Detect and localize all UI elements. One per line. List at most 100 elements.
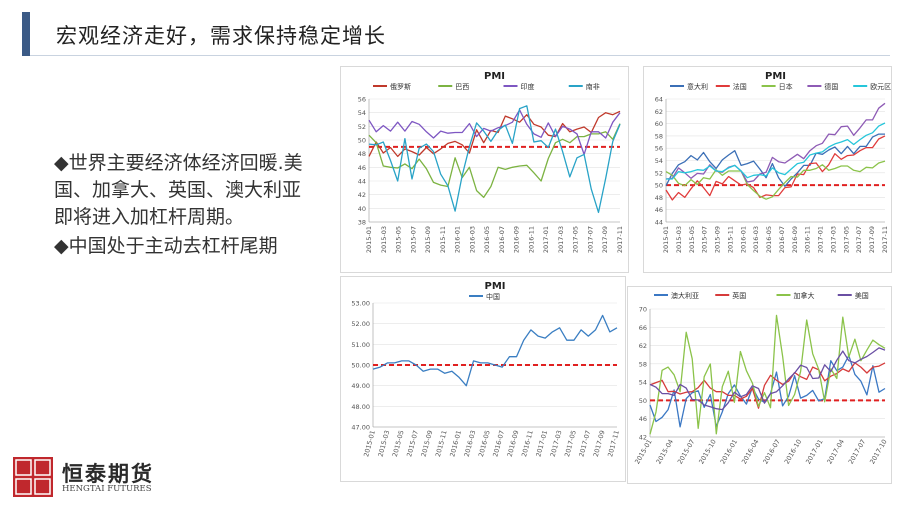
series-line-巴西 xyxy=(368,123,621,199)
x-tick-label: 2016-07 xyxy=(778,226,786,253)
legend-label: 美国 xyxy=(855,291,869,300)
y-tick-label: 58 xyxy=(639,360,647,368)
legend-label: 意大利 xyxy=(687,82,708,91)
chart-title: PMI xyxy=(484,281,505,292)
series-line-欧元区 xyxy=(666,122,886,180)
x-tick-label: 2017-09 xyxy=(868,226,876,253)
x-tick-label: 2015-07 xyxy=(405,429,420,457)
y-tick-label: 44 xyxy=(655,219,663,227)
x-tick-label: 2015-05 xyxy=(688,226,696,253)
y-tick-label: 70 xyxy=(639,306,647,314)
x-tick-label: 2017-01 xyxy=(542,226,550,253)
y-tick-label: 48.00 xyxy=(351,403,370,411)
chart-title: PMI xyxy=(484,71,505,82)
y-tick-label: 46 xyxy=(358,164,366,172)
x-tick-label: 2015-09 xyxy=(424,226,432,253)
x-tick-label: 2015-01 xyxy=(662,226,670,253)
y-tick-label: 50 xyxy=(358,137,366,145)
x-tick-label: 2017-01 xyxy=(804,438,825,466)
x-tick-label: 2016-07 xyxy=(491,429,506,457)
legend-label: 中国 xyxy=(486,292,500,301)
chart-panel-europe-japan-pmi: PMI 意大利 法国 日本 德国 欧元区 44 46 48 50 52 54 56 58 60 62 64 201… xyxy=(643,66,892,273)
emerging-markets-pmi-chart: PMI 俄罗斯 巴西 印度 南非 38 40 42 44 46 48 50 52 54 56 2015-01 2… xyxy=(358,71,624,253)
legend-label: 欧元区 xyxy=(870,82,891,91)
x-tick-label: 2016-01 xyxy=(719,438,740,466)
series-line-南非 xyxy=(368,105,621,214)
x-tick-label: 2016-01 xyxy=(454,226,462,253)
x-tick-label: 2015-03 xyxy=(380,226,388,253)
x-tick-label: 2017-05 xyxy=(563,429,578,457)
y-tick-label: 50 xyxy=(655,182,663,190)
x-tick-label: 2017-10 xyxy=(868,438,889,466)
y-tick-label: 44 xyxy=(358,178,366,186)
y-tick-label: 62 xyxy=(655,108,663,116)
logo-english-name: HENGTAI FUTURES xyxy=(62,484,152,494)
title-divider xyxy=(30,55,890,56)
y-tick-label: 64 xyxy=(655,96,663,104)
y-tick-label: 48 xyxy=(358,150,366,158)
x-tick-label: 2017-09 xyxy=(592,429,607,457)
y-tick-label: 52 xyxy=(655,169,663,177)
x-tick-label: 2016-05 xyxy=(765,226,773,253)
slide-title: 宏观经济走好，需求保持稳定增长 xyxy=(56,24,386,48)
y-tick-label: 48 xyxy=(655,194,663,202)
legend-label: 法国 xyxy=(733,82,747,91)
y-tick-label: 56 xyxy=(655,145,663,153)
x-tick-label: 2017-11 xyxy=(881,226,889,253)
x-tick-label: 2016-03 xyxy=(463,429,478,457)
y-tick-label: 46 xyxy=(655,206,663,214)
bullet-list: ◆世界主要经济体经济回暖.美国、加拿大、英国、澳大利亚即将进入加杠杆周期。 ◆中… xyxy=(54,150,314,262)
title-accent-bar xyxy=(22,12,30,56)
logo-chinese-name: 恒泰期货 xyxy=(62,462,154,486)
y-tick-label: 51.00 xyxy=(351,341,370,349)
x-tick-label: 2015-11 xyxy=(726,226,734,253)
chart-panel-emerging-pmi: PMI 俄罗斯 巴西 印度 南非 38 40 42 44 46 48 50 52 54 56 2015-01 2… xyxy=(340,66,629,273)
legend-label: 南非 xyxy=(586,82,600,91)
x-tick-label: 2016-09 xyxy=(506,429,521,457)
x-tick-label: 2017-07 xyxy=(847,438,868,466)
x-tick-label: 2017-07 xyxy=(586,226,594,253)
x-tick-label: 2016-11 xyxy=(804,226,812,253)
x-tick-label: 2015-01 xyxy=(365,226,373,253)
x-tick-label: 2017-11 xyxy=(616,226,624,253)
x-tick-label: 2017-03 xyxy=(829,226,837,253)
chart-title: PMI xyxy=(765,71,786,82)
x-tick-label: 2015-11 xyxy=(439,226,447,253)
x-tick-label: 2016-05 xyxy=(483,226,491,253)
legend-label: 加拿大 xyxy=(794,291,815,300)
y-tick-label: 56 xyxy=(358,96,366,104)
x-tick-label: 2016-09 xyxy=(513,226,521,253)
y-tick-label: 54 xyxy=(639,379,647,387)
x-tick-label: 2016-03 xyxy=(752,226,760,253)
series-line-澳大利亚 xyxy=(649,354,886,428)
y-tick-label: 50.00 xyxy=(351,362,370,370)
legend-label: 印度 xyxy=(521,82,535,91)
x-tick-label: 2015-04 xyxy=(655,438,676,466)
x-tick-label: 2016-11 xyxy=(527,226,535,253)
x-tick-label: 2016-11 xyxy=(520,429,535,457)
bullet-china-deleveraging: ◆中国处于主动去杠杆尾期 xyxy=(54,235,278,257)
x-tick-label: 2016-01 xyxy=(448,429,463,457)
y-tick-label: 42 xyxy=(358,191,366,199)
x-tick-label: 2015-07 xyxy=(409,226,417,253)
x-tick-label: 2017-07 xyxy=(577,429,592,457)
x-tick-label: 2015-03 xyxy=(675,226,683,253)
legend-label: 英国 xyxy=(732,291,746,300)
x-tick-label: 2016-10 xyxy=(783,438,804,466)
x-tick-label: 2016-07 xyxy=(498,226,506,253)
y-tick-label: 47.00 xyxy=(351,424,370,432)
x-tick-label: 2017-01 xyxy=(534,429,549,457)
company-logo: 恒泰期货 HENGTAI FUTURES xyxy=(12,456,182,502)
series-line-加拿大 xyxy=(649,314,886,435)
x-tick-label: 2016-05 xyxy=(477,429,492,457)
y-tick-label: 52.00 xyxy=(351,320,370,328)
x-tick-label: 2016-07 xyxy=(761,438,782,466)
legend-label: 澳大利亚 xyxy=(671,291,699,300)
series-line-中国 xyxy=(372,314,618,387)
x-tick-label: 2017-05 xyxy=(572,226,580,253)
y-tick-label: 54 xyxy=(655,157,663,165)
legend-label: 德国 xyxy=(824,82,838,91)
x-tick-label: 2015-11 xyxy=(434,429,449,457)
chart-panel-china-pmi: PMI 中国 47.00 48.00 49.00 50.00 51.00 52.00 53.00… xyxy=(340,276,626,482)
